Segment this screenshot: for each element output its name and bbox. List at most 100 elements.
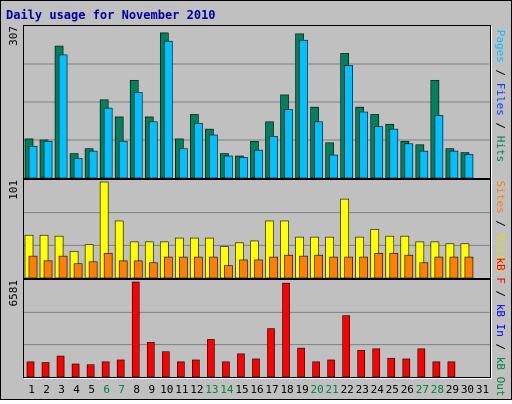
x-tick-label: 1 [28,383,35,396]
x-tick-label: 21 [326,383,339,396]
x-tick-label: 4 [73,383,80,396]
legend-kbytes-part: kB F [494,257,507,284]
kbytes-panel-max-label: 6581 [7,280,20,307]
sites-bar [359,256,369,279]
files-bar [374,126,384,179]
x-tick-label: 12 [190,383,203,396]
sites-bar [224,265,233,279]
legend-hits-files-pages: Pages / Files / Hits [494,30,507,163]
sites-bar [103,252,113,279]
sites-bar [194,256,203,279]
files-bar [73,158,83,179]
sites-bar [58,255,68,279]
files-bar [179,148,188,179]
sites-bar [254,259,263,279]
kbytes-bar [41,362,50,378]
x-tick-label: 24 [371,383,385,396]
files-bar [224,155,233,179]
files-bar [344,65,353,179]
files-bar [58,54,68,179]
sites-bar [344,256,353,279]
visits-panel-frame [23,179,491,279]
x-tick-label: 16 [250,383,263,396]
files-bar [269,136,278,179]
sites-bar [404,254,414,279]
sites-bar [28,255,38,279]
legend-hits-files-pages-part: / [494,116,507,136]
kbytes-bar [387,357,396,378]
sites-bar [118,260,128,279]
files-bar [389,128,399,179]
files-bar [419,150,429,179]
kbytes-bar [312,361,320,378]
kbytes-bar [177,361,185,378]
files-bar [254,149,263,179]
kbytes-bar [342,315,350,378]
sites-bar [389,252,399,279]
hits-panel-frame [23,25,491,179]
sites-bar [133,260,143,279]
sites-bar [434,256,444,279]
files-bar [449,150,459,179]
kbytes-bar [372,348,381,378]
sites-bar [148,262,158,279]
x-tick-label: 3 [58,383,65,396]
kbytes-bar [267,328,275,378]
sites-bar [163,256,173,279]
x-tick-label: 8 [133,383,140,396]
sites-bar [419,262,429,279]
kbytes-bar [131,281,140,378]
files-bar [209,134,218,179]
legend-hits-files-pages-part: Files [494,83,507,116]
sites-bar [239,259,248,279]
kbytes-bar [71,363,80,378]
chart-title: Daily usage for November 2010 [6,8,216,22]
x-tick-label: 23 [356,383,369,396]
legend-kbytes-part: kB In [494,304,507,337]
legend-kbytes-part: / [494,337,507,357]
sites-bar [299,255,308,279]
x-tick-label: 19 [295,383,308,396]
x-tick-label: 14 [220,383,234,396]
legend-hits-files-pages-part: Hits [494,136,507,163]
sites-bar [374,252,384,279]
files-bar [284,109,293,179]
files-bar [194,122,203,179]
x-axis: 1 2 3 4 5 6 7 8 9 10 11 12 13 14 15 16 17 18 19 20 21 22 23 24 2… [28,383,489,396]
sites-bar [73,263,83,279]
files-bar [133,92,143,179]
legend-hits-files-pages-part: / [494,63,507,83]
kbytes-bar [237,353,245,378]
x-tick-label: 5 [88,383,95,396]
kbytes-bar [417,348,426,378]
files-bar [329,154,338,179]
x-tick-label: 22 [341,383,354,396]
files-bar [434,115,444,179]
x-tick-label: 15 [235,383,248,396]
legend-sites-visits-part: / [494,214,507,234]
kbytes-bar [432,361,441,378]
kbytes-bar [56,355,65,378]
x-tick-label: 7 [118,383,125,396]
files-bar [118,141,128,179]
x-tick-label: 11 [175,383,188,396]
files-bar [28,145,38,179]
sites-bar [43,260,53,279]
kbytes-bar [297,347,305,378]
legend-sites-visits: Sites / Visits [494,181,507,274]
kbytes-bar [26,361,35,378]
files-bar [163,40,173,179]
legend-hits-files-pages-part: Pages [494,30,507,63]
files-bar [359,111,369,179]
files-bar [314,121,323,179]
sites-bar [209,256,218,279]
x-tick-label: 2 [43,383,50,396]
kbytes-bar [192,359,200,378]
files-bar [88,150,98,179]
legend-kbytes: kB F / kB In / kB Out [494,257,507,396]
x-tick-label: 10 [160,383,173,396]
legend-kbytes-part: kB Out [494,357,507,397]
legend-kbytes-part: / [494,284,507,304]
